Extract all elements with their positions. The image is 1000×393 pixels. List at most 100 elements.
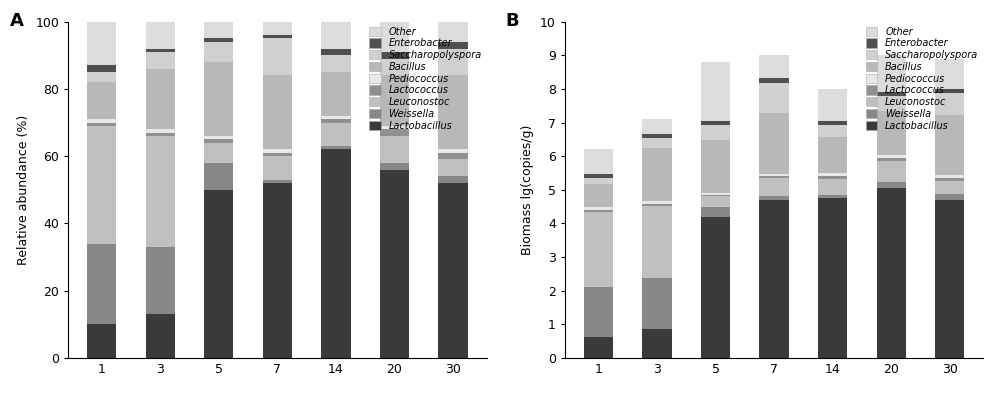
Bar bbox=[87, 65, 116, 72]
Bar bbox=[759, 55, 789, 79]
Bar bbox=[701, 140, 730, 193]
Bar bbox=[263, 39, 292, 75]
Bar bbox=[321, 116, 351, 119]
Bar bbox=[701, 121, 730, 125]
Bar bbox=[642, 204, 672, 206]
Bar bbox=[759, 83, 789, 114]
Bar bbox=[263, 35, 292, 39]
Bar bbox=[438, 42, 468, 49]
Bar bbox=[263, 183, 292, 358]
Bar bbox=[87, 126, 116, 244]
Bar bbox=[380, 75, 409, 126]
Bar bbox=[146, 69, 175, 129]
Bar bbox=[263, 153, 292, 156]
Bar bbox=[701, 193, 730, 195]
Bar bbox=[642, 138, 672, 149]
Bar bbox=[146, 49, 175, 52]
Bar bbox=[263, 156, 292, 180]
Legend: Other, Enterobacter, Saccharopolyspora, Bacillus, Pediococcus, Lactococcus, Leuc: Other, Enterobacter, Saccharopolyspora, … bbox=[369, 27, 482, 130]
Bar bbox=[204, 42, 233, 62]
Bar bbox=[818, 176, 847, 179]
Bar bbox=[642, 329, 672, 358]
Bar bbox=[204, 62, 233, 136]
Bar bbox=[584, 174, 613, 178]
Bar bbox=[877, 158, 906, 161]
Bar bbox=[701, 195, 730, 196]
Bar bbox=[935, 115, 964, 175]
Bar bbox=[935, 194, 964, 200]
Bar bbox=[818, 195, 847, 198]
Bar bbox=[642, 134, 672, 138]
Bar bbox=[584, 184, 613, 207]
Bar bbox=[759, 196, 789, 200]
Bar bbox=[321, 123, 351, 146]
Bar bbox=[935, 59, 964, 89]
Y-axis label: Relative abundance (%): Relative abundance (%) bbox=[17, 115, 30, 265]
Bar bbox=[204, 190, 233, 358]
Bar bbox=[87, 244, 116, 324]
Bar bbox=[584, 337, 613, 358]
Bar bbox=[877, 55, 906, 92]
Bar bbox=[584, 149, 613, 174]
Bar bbox=[759, 114, 789, 174]
Bar bbox=[642, 119, 672, 134]
Bar bbox=[701, 196, 730, 207]
Bar bbox=[935, 89, 964, 93]
Bar bbox=[759, 79, 789, 83]
Bar bbox=[204, 139, 233, 143]
Bar bbox=[146, 129, 175, 132]
Bar bbox=[321, 49, 351, 55]
Legend: Other, Enterobacter, Saccharopolyspora, Bacillus, Pediococcus, Lactococcus, Leuc: Other, Enterobacter, Saccharopolyspora, … bbox=[866, 27, 978, 130]
Bar bbox=[642, 149, 672, 201]
Bar bbox=[438, 160, 468, 176]
Bar bbox=[438, 153, 468, 160]
Bar bbox=[380, 136, 409, 163]
Bar bbox=[818, 198, 847, 358]
Bar bbox=[380, 22, 409, 52]
Bar bbox=[204, 136, 233, 139]
Bar bbox=[701, 125, 730, 140]
Bar bbox=[818, 137, 847, 173]
Bar bbox=[87, 119, 116, 123]
Bar bbox=[584, 212, 613, 286]
Bar bbox=[380, 52, 409, 59]
Bar bbox=[759, 200, 789, 358]
Bar bbox=[584, 178, 613, 184]
Bar bbox=[87, 324, 116, 358]
Bar bbox=[759, 176, 789, 178]
Bar bbox=[877, 188, 906, 358]
Bar bbox=[877, 156, 906, 158]
Bar bbox=[935, 200, 964, 358]
Bar bbox=[263, 22, 292, 35]
Bar bbox=[642, 206, 672, 278]
Bar bbox=[438, 149, 468, 153]
Bar bbox=[380, 129, 409, 136]
Bar bbox=[380, 59, 409, 75]
Bar bbox=[380, 163, 409, 169]
Bar bbox=[642, 278, 672, 329]
Bar bbox=[204, 22, 233, 39]
Bar bbox=[759, 178, 789, 196]
Bar bbox=[818, 179, 847, 195]
Bar bbox=[146, 22, 175, 49]
Bar bbox=[877, 161, 906, 182]
Bar bbox=[263, 149, 292, 153]
Bar bbox=[204, 163, 233, 190]
Bar bbox=[87, 82, 116, 119]
Bar bbox=[438, 22, 468, 42]
Bar bbox=[146, 132, 175, 136]
Text: B: B bbox=[505, 12, 519, 30]
Bar bbox=[642, 201, 672, 204]
Bar bbox=[438, 49, 468, 75]
Bar bbox=[935, 181, 964, 194]
Bar bbox=[877, 111, 906, 156]
Bar bbox=[759, 174, 789, 176]
Bar bbox=[321, 22, 351, 49]
Bar bbox=[935, 175, 964, 178]
Bar bbox=[146, 314, 175, 358]
Y-axis label: Biomass lg(copies/g): Biomass lg(copies/g) bbox=[521, 125, 534, 255]
Bar bbox=[877, 92, 906, 96]
Bar bbox=[438, 183, 468, 358]
Bar bbox=[87, 123, 116, 126]
Bar bbox=[321, 119, 351, 123]
